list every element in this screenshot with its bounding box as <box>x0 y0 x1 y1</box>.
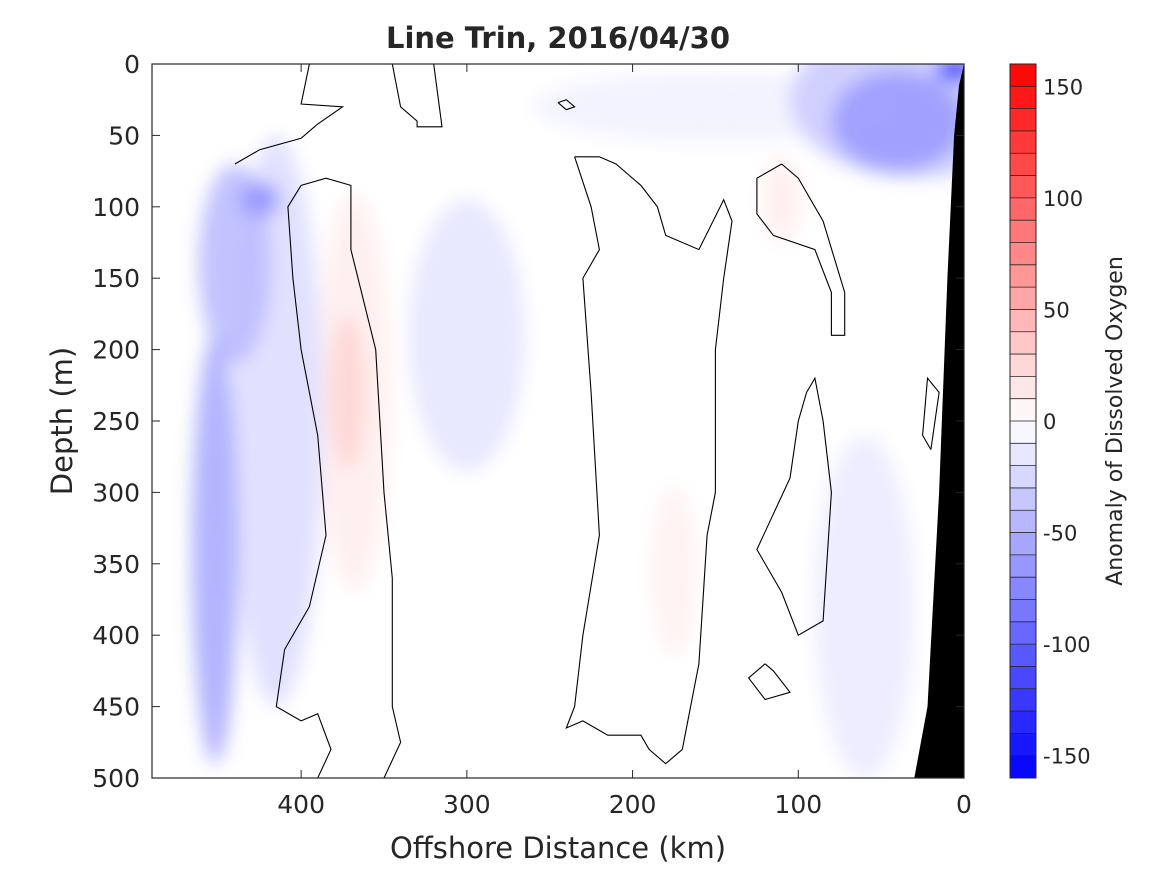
colorbar: 150 100 50 0 -50 -100 -150 Anomaly of Dissolve… <box>1009 63 1128 779</box>
y-tick-label: 250 <box>92 407 140 436</box>
colorbar-band <box>1010 86 1036 110</box>
colorbar-band <box>1010 220 1036 243</box>
colorbar-band <box>1010 755 1036 779</box>
colorbar-band <box>1010 711 1036 734</box>
anomaly-region <box>761 156 802 243</box>
colorbar-band <box>1010 108 1036 132</box>
colorbar-band <box>1010 621 1036 645</box>
x-axis: 400 300 200 100 0 <box>277 64 972 819</box>
colorbar-band <box>1010 554 1036 578</box>
y-axis: 0 50 100 150 200 250 300 350 400 450 500 <box>92 50 964 793</box>
colorbar-band <box>1010 465 1036 489</box>
y-axis-label: Depth (m) <box>45 347 79 495</box>
y-tick-label: 300 <box>92 478 140 507</box>
colorbar-tick-label: 50 <box>1043 298 1070 322</box>
colorbar-band <box>1010 398 1036 422</box>
colorbar-band <box>1010 242 1036 266</box>
colorbar-tick-label: 150 <box>1043 75 1083 99</box>
y-tick-label: 450 <box>92 693 140 722</box>
y-tick-label: 150 <box>92 264 140 293</box>
y-tick-label: 200 <box>92 336 140 365</box>
land-mask <box>914 64 964 778</box>
anomaly-region <box>329 313 366 471</box>
zero-contour-line <box>557 99 576 111</box>
x-tick-label: 300 <box>443 790 491 819</box>
colorbar-band <box>1010 666 1036 690</box>
colorbar-band <box>1010 309 1036 333</box>
zero-contour-line <box>391 64 443 128</box>
colorbar-label: Anomaly of Dissolved Oxygen <box>1103 256 1128 586</box>
colorbar-band <box>1010 264 1036 288</box>
zero-contour-line <box>756 163 846 336</box>
y-tick-label: 500 <box>92 764 140 793</box>
colorbar-band <box>1010 487 1036 511</box>
colorbar-tick-label: 0 <box>1043 410 1056 434</box>
colorbar-tick-label: -150 <box>1043 745 1091 769</box>
colorbar-band <box>1010 510 1036 534</box>
anomaly-region <box>191 335 239 764</box>
colorbar-band <box>1010 421 1036 444</box>
zero-contour-line <box>922 376 940 450</box>
colorbar-band <box>1010 577 1036 600</box>
colorbar-tick-label: 100 <box>1043 187 1083 211</box>
anomaly-region <box>831 71 964 172</box>
y-tick-label: 0 <box>124 50 140 79</box>
colorbar-ticks: 150 100 50 0 -50 -100 -150 <box>1043 75 1091 768</box>
y-tick-label: 100 <box>92 193 140 222</box>
x-tick-label: 400 <box>277 790 325 819</box>
x-tick-label: 0 <box>956 790 972 819</box>
anomaly-region <box>814 435 915 778</box>
zero-contour-line <box>234 64 345 165</box>
colorbar-frame <box>1009 63 1037 779</box>
anomaly-region <box>935 64 964 82</box>
anomaly-region <box>650 485 698 657</box>
zero-contour-line <box>565 156 733 765</box>
colorbar-band <box>1010 443 1036 467</box>
colorbar-band <box>1010 197 1036 221</box>
colorbar-band <box>1010 153 1036 177</box>
colorbar-band <box>1010 64 1036 87</box>
colorbar-band <box>1010 175 1036 199</box>
colorbar-bands <box>1010 63 1036 779</box>
zero-contour-line <box>275 185 332 778</box>
zero-contour-lines <box>234 64 940 778</box>
colorbar-band <box>1010 331 1036 355</box>
colorbar-band <box>1010 688 1036 712</box>
x-tick-label: 100 <box>774 790 822 819</box>
colorbar-band <box>1010 644 1036 667</box>
colorbar-band <box>1010 733 1036 757</box>
colorbar-band <box>1010 287 1036 310</box>
chart-title: Line Trin, 2016/04/30 <box>386 21 730 55</box>
colorbar-band <box>1010 130 1036 154</box>
zero-contour-line <box>756 376 832 636</box>
zero-contour-line <box>747 663 791 701</box>
colorbar-band <box>1010 532 1036 556</box>
y-tick-label: 50 <box>108 121 140 150</box>
colorbar-band <box>1010 354 1036 377</box>
anomaly-region <box>408 199 525 471</box>
zero-contour-line <box>300 177 402 778</box>
anomaly-region <box>239 182 280 217</box>
x-axis-label: Offshore Distance (km) <box>390 831 726 865</box>
colorbar-band <box>1010 599 1036 623</box>
x-tick-label: 200 <box>609 790 657 819</box>
y-tick-label: 400 <box>92 621 140 650</box>
colorbar-band <box>1010 376 1036 400</box>
colorbar-tick-label: -100 <box>1043 633 1091 657</box>
y-tick-label: 350 <box>92 550 140 579</box>
anomaly-field <box>191 64 964 778</box>
colorbar-tick-label: -50 <box>1043 522 1077 546</box>
